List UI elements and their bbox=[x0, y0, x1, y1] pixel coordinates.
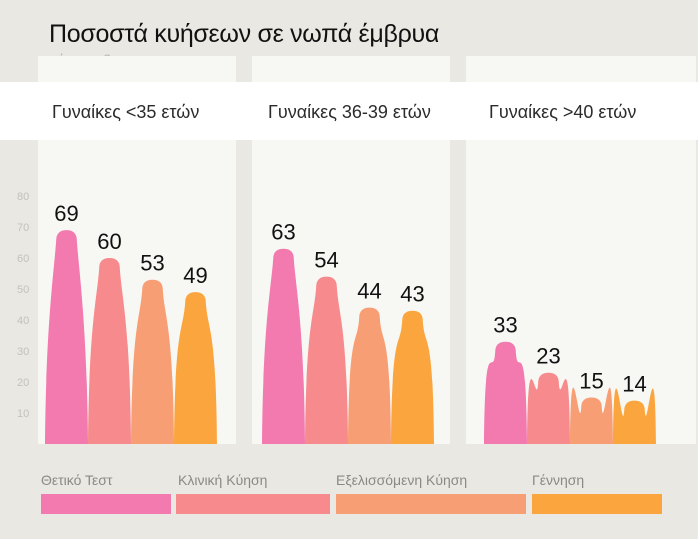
legend-label: Γέννηση bbox=[532, 472, 584, 488]
legend-label: Κλινική Κύηση bbox=[178, 472, 267, 488]
data-label: 15 bbox=[579, 369, 603, 394]
bars bbox=[45, 230, 656, 444]
bar bbox=[613, 388, 656, 444]
legend-swatch bbox=[176, 494, 330, 514]
bar bbox=[45, 230, 88, 444]
category-label: Γυναίκες 36-39 ετών bbox=[268, 102, 431, 122]
category-header-band bbox=[0, 82, 698, 140]
data-label: 23 bbox=[536, 344, 560, 369]
bar bbox=[527, 372, 570, 444]
legend-label: Θετικό Τεστ bbox=[41, 472, 113, 488]
y-tick-label: 80 bbox=[17, 191, 29, 203]
data-label: 44 bbox=[357, 279, 381, 304]
data-label: 49 bbox=[183, 263, 207, 288]
data-label: 53 bbox=[140, 251, 164, 276]
data-label: 33 bbox=[493, 313, 517, 338]
legend-label: Εξελισσόμενη Κύηση bbox=[336, 472, 467, 488]
data-label: 63 bbox=[271, 220, 295, 245]
bar bbox=[262, 248, 305, 444]
bar bbox=[174, 292, 217, 444]
y-tick-label: 70 bbox=[17, 222, 29, 234]
y-tick-label: 10 bbox=[17, 408, 29, 420]
data-label: 54 bbox=[314, 248, 338, 273]
category-label: Γυναίκες >40 ετών bbox=[489, 102, 636, 122]
category-labels: Γυναίκες <35 ετών Γυναίκες 36-39 ετών Γυνα… bbox=[52, 102, 636, 122]
bar bbox=[391, 310, 434, 444]
bar bbox=[88, 258, 131, 444]
legend-swatch bbox=[532, 494, 662, 514]
data-label: 14 bbox=[622, 372, 646, 397]
y-tick-label: 50 bbox=[17, 284, 29, 296]
bar bbox=[131, 279, 174, 444]
y-tick-label: 60 bbox=[17, 253, 29, 265]
data-label: 43 bbox=[400, 282, 424, 307]
y-tick-label: 20 bbox=[17, 377, 29, 389]
chart-title: Ποσοστά κυήσεων σε νωπά έμβρυα bbox=[49, 20, 440, 48]
legend-swatch bbox=[41, 494, 171, 514]
legend: Θετικό Τεστ Κλινική Κύηση Εξελισσόμενη Κύη… bbox=[41, 472, 662, 514]
y-axis: 10 20 30 40 50 60 70 80 bbox=[17, 191, 29, 420]
bar bbox=[305, 276, 348, 444]
bar bbox=[570, 387, 613, 444]
data-label: 60 bbox=[97, 229, 121, 254]
bar bbox=[348, 307, 391, 444]
y-tick-label: 40 bbox=[17, 315, 29, 327]
y-tick-label: 30 bbox=[17, 346, 29, 358]
legend-swatch bbox=[336, 494, 526, 514]
data-label: 69 bbox=[54, 201, 78, 226]
category-label: Γυναίκες <35 ετών bbox=[52, 102, 199, 122]
data-labels: 69 60 53 49 63 54 44 43 33 23 15 14 bbox=[54, 201, 646, 397]
bar bbox=[484, 341, 527, 444]
